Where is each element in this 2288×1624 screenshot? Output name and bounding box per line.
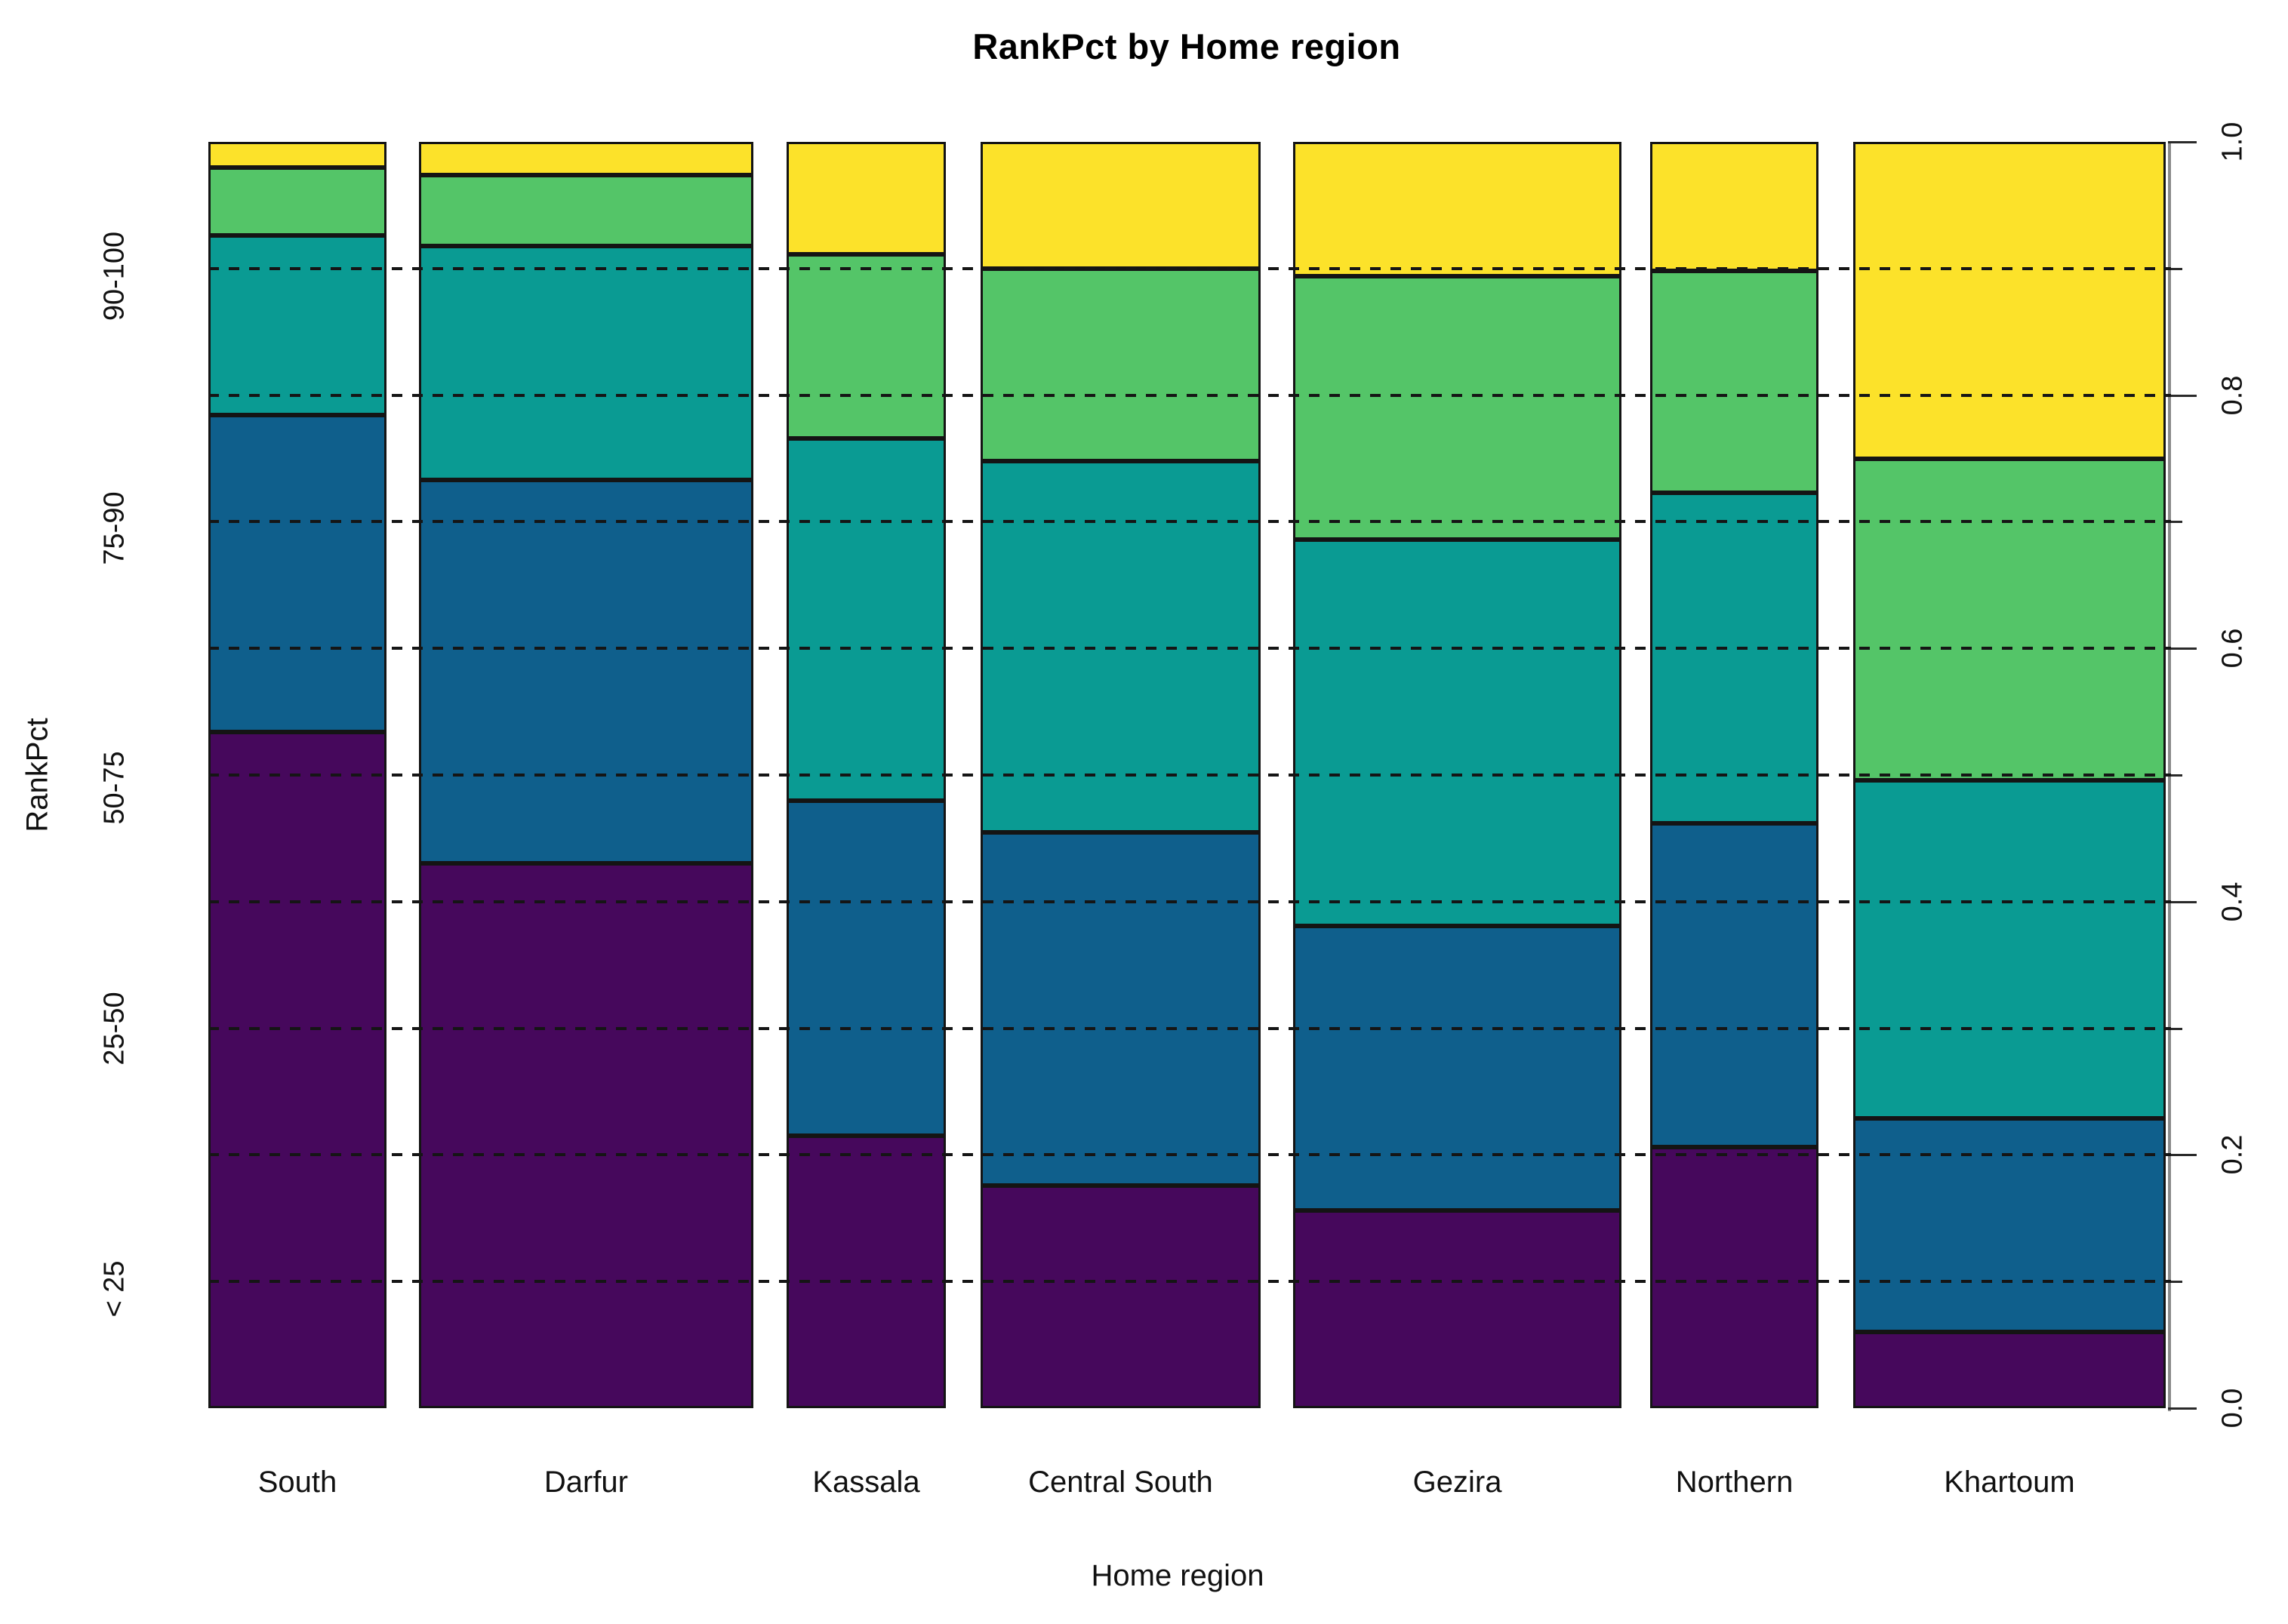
x-axis-label-khartoum: Khartoum	[1944, 1466, 2075, 1499]
right-axis-minor-tick-0.9	[2168, 267, 2182, 270]
bar-northern-segment-25-50	[1650, 823, 1818, 1148]
bar-kassala-segment-25-50	[786, 800, 947, 1136]
x-axis-label-northern: Northern	[1675, 1466, 1794, 1499]
right-axis-label-0.0: 0.0	[2216, 1388, 2249, 1429]
gridline-0.1	[208, 1280, 2171, 1284]
bar-south-segment-90-100	[208, 142, 386, 168]
bar-darfur-segment-90-100	[419, 142, 753, 175]
bar-khartoum-segment-50-75	[1852, 780, 2166, 1118]
right-axis-label-0.6: 0.6	[2216, 628, 2249, 669]
right-axis-tick-0.0	[2168, 1407, 2197, 1410]
right-axis-tick-0.8	[2168, 394, 2197, 397]
gridline-0.9	[208, 266, 2171, 270]
gridline-0.7	[208, 520, 2171, 524]
bar-darfur-segment-25	[419, 863, 753, 1408]
bar-darfur-segment-75-90	[419, 174, 753, 246]
bar-central-south-segment-90-100	[980, 142, 1261, 269]
right-axis-tick-0.6	[2168, 647, 2197, 651]
bar-khartoum-segment-25	[1852, 1332, 2166, 1408]
left-axis-label-25-50: 25-50	[98, 991, 131, 1066]
y-axis-title: RankPct	[20, 718, 54, 832]
bar-gezira-segment-90-100	[1293, 142, 1622, 276]
bar-northern	[1650, 142, 1818, 1408]
x-axis-label-darfur: Darfur	[544, 1466, 629, 1499]
gridline-0.8	[208, 393, 2171, 397]
bar-darfur-segment-25-50	[419, 480, 753, 864]
right-axis-minor-tick-0.7	[2168, 521, 2182, 524]
bar-central-south-segment-25-50	[980, 832, 1261, 1186]
bar-south-segment-25	[208, 731, 386, 1408]
bar-northern-segment-75-90	[1650, 271, 1818, 493]
bar-gezira	[1293, 142, 1622, 1408]
bar-south-segment-25-50	[208, 415, 386, 732]
bar-south-segment-75-90	[208, 167, 386, 236]
left-axis-label-50-75: 50-75	[98, 751, 131, 825]
gridline-0.5	[208, 774, 2171, 777]
bar-khartoum-segment-90-100	[1852, 142, 2166, 459]
gridline-0.3	[208, 1026, 2171, 1030]
gridline-0.2	[208, 1153, 2171, 1157]
gridline-0.6	[208, 647, 2171, 651]
bar-kassala-segment-50-75	[786, 438, 947, 801]
left-axis-label-25: < 25	[98, 1260, 131, 1318]
bar-kassala-segment-25	[786, 1136, 947, 1408]
bar-khartoum-segment-75-90	[1852, 458, 2166, 780]
bar-gezira-segment-75-90	[1293, 275, 1622, 540]
x-axis-label-kassala: Kassala	[812, 1466, 920, 1499]
x-axis-label-central-south: Central South	[1028, 1466, 1213, 1499]
chart-title: RankPct by Home region	[972, 26, 1401, 66]
bar-central-south-segment-25	[980, 1185, 1261, 1408]
right-axis-label-1.0: 1.0	[2216, 121, 2249, 162]
plot-area	[208, 142, 2171, 1408]
right-axis-tick-1.0	[2168, 141, 2197, 143]
bar-south-segment-50-75	[208, 235, 386, 416]
bar-gezira-segment-25-50	[1293, 925, 1622, 1211]
bar-darfur-segment-50-75	[419, 245, 753, 481]
bar-central-south-segment-75-90	[980, 268, 1261, 461]
bar-gezira-segment-25	[1293, 1210, 1622, 1408]
x-axis-label-south: South	[257, 1466, 337, 1499]
bar-darfur	[419, 142, 753, 1408]
right-axis-tick-0.4	[2168, 900, 2197, 903]
bar-khartoum	[1852, 142, 2166, 1408]
bar-kassala-segment-75-90	[786, 254, 947, 438]
bar-northern-segment-25	[1650, 1147, 1818, 1408]
gridline-0.4	[208, 900, 2171, 903]
right-axis-minor-tick-0.3	[2168, 1027, 2182, 1030]
right-axis-line	[2168, 142, 2171, 1411]
right-axis-minor-tick-0.1	[2168, 1281, 2182, 1284]
x-axis-label-gezira: Gezira	[1412, 1466, 1502, 1499]
bar-kassala-segment-90-100	[786, 142, 947, 255]
right-axis-label-0.4: 0.4	[2216, 881, 2249, 922]
x-axis-title: Home region	[1091, 1559, 1264, 1592]
left-axis-label-75-90: 75-90	[98, 491, 131, 565]
bar-northern-segment-50-75	[1650, 492, 1818, 823]
bar-gezira-segment-50-75	[1293, 539, 1622, 926]
bar-kassala	[786, 142, 947, 1408]
right-axis-label-0.8: 0.8	[2216, 375, 2249, 416]
bar-south	[208, 142, 386, 1408]
right-axis-tick-0.2	[2168, 1154, 2197, 1157]
right-axis-minor-tick-0.5	[2168, 774, 2182, 777]
left-axis-label-90-100: 90-100	[98, 231, 131, 321]
bar-khartoum-segment-25-50	[1852, 1118, 2166, 1333]
right-axis-label-0.2: 0.2	[2216, 1134, 2249, 1175]
bar-northern-segment-90-100	[1650, 142, 1818, 272]
